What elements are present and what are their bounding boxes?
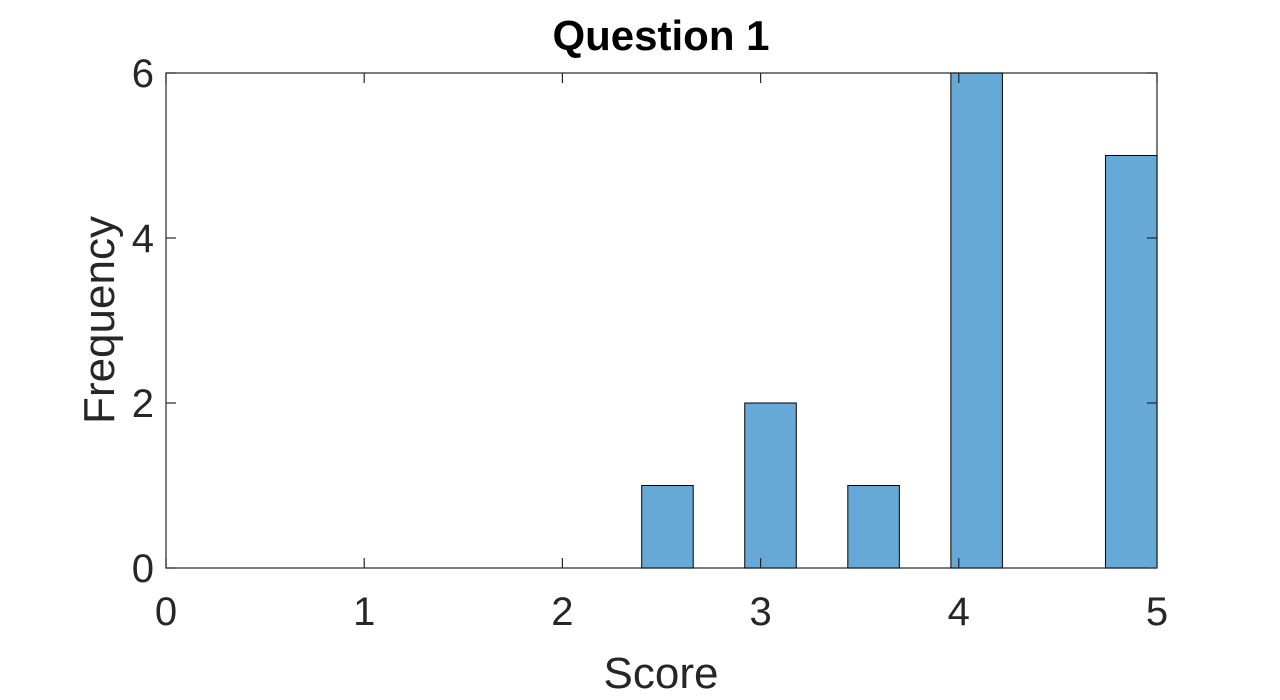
histogram-bar xyxy=(744,402,797,569)
x-tick-label: 2 xyxy=(551,590,573,634)
y-tick-label: 2 xyxy=(132,382,154,426)
histogram-bar xyxy=(1104,155,1158,569)
x-tick-label: 4 xyxy=(948,590,970,634)
histogram-bar xyxy=(847,485,900,569)
chart-title: Question 1 xyxy=(552,12,769,59)
x-axis-label: Score xyxy=(604,649,719,698)
y-axis: 0 2 4 6 xyxy=(132,52,1157,591)
y-tick-label: 6 xyxy=(132,52,154,96)
x-tick-label: 5 xyxy=(1146,590,1168,634)
histogram-bar xyxy=(950,72,1003,569)
y-tick-label: 0 xyxy=(132,547,154,591)
y-axis-label: Frequency xyxy=(75,216,124,424)
histogram-bar xyxy=(641,485,694,569)
x-axis: 0 1 2 3 4 5 xyxy=(155,73,1168,634)
bar-series xyxy=(641,72,1158,569)
x-tick-label: 1 xyxy=(353,590,375,634)
y-tick-label: 4 xyxy=(132,217,154,261)
x-tick-label: 0 xyxy=(155,590,177,634)
x-tick-label: 3 xyxy=(749,590,771,634)
